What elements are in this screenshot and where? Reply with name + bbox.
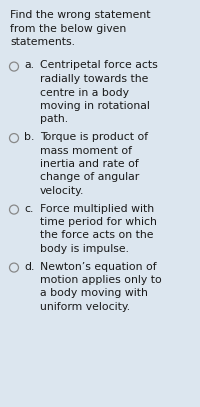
Text: b.: b. bbox=[24, 132, 34, 142]
Text: a body moving with: a body moving with bbox=[40, 289, 148, 298]
Text: statements.: statements. bbox=[10, 37, 75, 47]
Text: radially towards the: radially towards the bbox=[40, 74, 148, 84]
Text: mass moment of: mass moment of bbox=[40, 145, 132, 155]
Text: inertia and rate of: inertia and rate of bbox=[40, 159, 139, 169]
Text: path.: path. bbox=[40, 114, 68, 125]
Text: moving in rotational: moving in rotational bbox=[40, 101, 150, 111]
Text: from the below given: from the below given bbox=[10, 24, 126, 33]
Text: d.: d. bbox=[24, 262, 34, 271]
Text: Centripetal force acts: Centripetal force acts bbox=[40, 61, 158, 70]
Text: Torque is product of: Torque is product of bbox=[40, 132, 148, 142]
Text: change of angular: change of angular bbox=[40, 173, 139, 182]
Text: the force acts on the: the force acts on the bbox=[40, 230, 154, 241]
Text: centre in a body: centre in a body bbox=[40, 88, 129, 98]
Text: Force multiplied with: Force multiplied with bbox=[40, 204, 154, 214]
Text: velocity.: velocity. bbox=[40, 186, 84, 196]
Text: motion applies only to: motion applies only to bbox=[40, 275, 162, 285]
Text: uniform velocity.: uniform velocity. bbox=[40, 302, 130, 312]
Text: time period for which: time period for which bbox=[40, 217, 157, 227]
Text: Find the wrong statement: Find the wrong statement bbox=[10, 10, 151, 20]
Text: a.: a. bbox=[24, 61, 34, 70]
Text: Newton’s equation of: Newton’s equation of bbox=[40, 262, 157, 271]
Text: body is impulse.: body is impulse. bbox=[40, 244, 129, 254]
Text: c.: c. bbox=[24, 204, 33, 214]
